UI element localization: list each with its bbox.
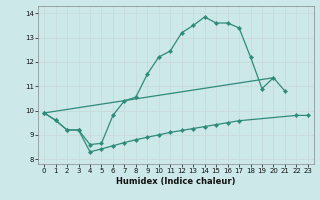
X-axis label: Humidex (Indice chaleur): Humidex (Indice chaleur)	[116, 177, 236, 186]
